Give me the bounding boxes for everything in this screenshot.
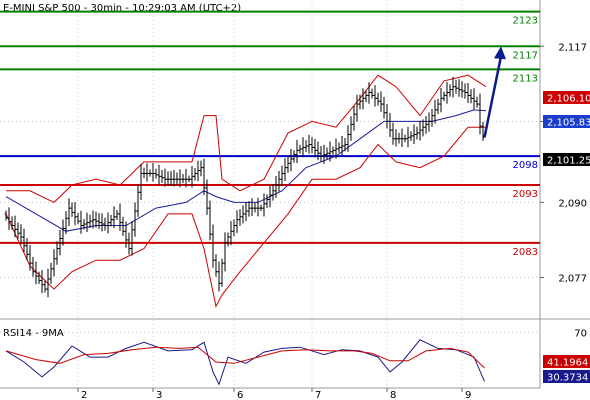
- time-axis-label: 8: [390, 390, 396, 400]
- price-tag-box: [543, 91, 590, 104]
- level-label: 2123: [513, 16, 538, 27]
- price-tag-label: 2,105.83: [547, 118, 590, 129]
- level-label: 2117: [513, 50, 538, 61]
- time-axis-label: 2: [81, 390, 87, 400]
- rsi-ma-line: [5, 346, 485, 369]
- price-axis-label: 2,090: [558, 198, 587, 209]
- projection-arrowhead: [494, 46, 506, 60]
- rsi-tag-box: [543, 370, 590, 383]
- price-axis-label: 2,117: [558, 42, 587, 53]
- rsi-title: RSI14 - 9MA: [3, 328, 64, 339]
- rsi-axis-label: 70: [574, 328, 587, 339]
- rsi-tag-label: 41.1964: [547, 358, 588, 369]
- price-tag-label: 2,101.25: [547, 156, 590, 167]
- price-axis-label: 2,077: [558, 274, 587, 285]
- price-panel-background: [0, 0, 540, 318]
- rsi-tag-box: [543, 355, 590, 368]
- time-axis-label: 3: [156, 390, 162, 400]
- bollinger-lower-band: [5, 126, 486, 308]
- level-label: 2083: [513, 247, 538, 258]
- time-axis-label: 6: [237, 390, 243, 400]
- level-label: 2098: [513, 160, 538, 171]
- time-axis-label: 9: [465, 390, 471, 400]
- level-label: 2113: [513, 73, 538, 84]
- bollinger-upper-band: [6, 74, 487, 204]
- time-axis-label: 7: [315, 390, 321, 400]
- price-tag-box: [543, 115, 590, 128]
- price-tag-box: [543, 153, 590, 166]
- price-tag-label: 2,106.10: [547, 94, 590, 105]
- rsi-line: [5, 339, 485, 386]
- level-label: 2093: [513, 189, 538, 200]
- chart-title: E-MINI S&P 500 - 30min - 10:29:03 AM (UT…: [3, 3, 241, 14]
- projection-arrow: [483, 56, 503, 138]
- rsi-tag-label: 30.3734: [547, 373, 588, 384]
